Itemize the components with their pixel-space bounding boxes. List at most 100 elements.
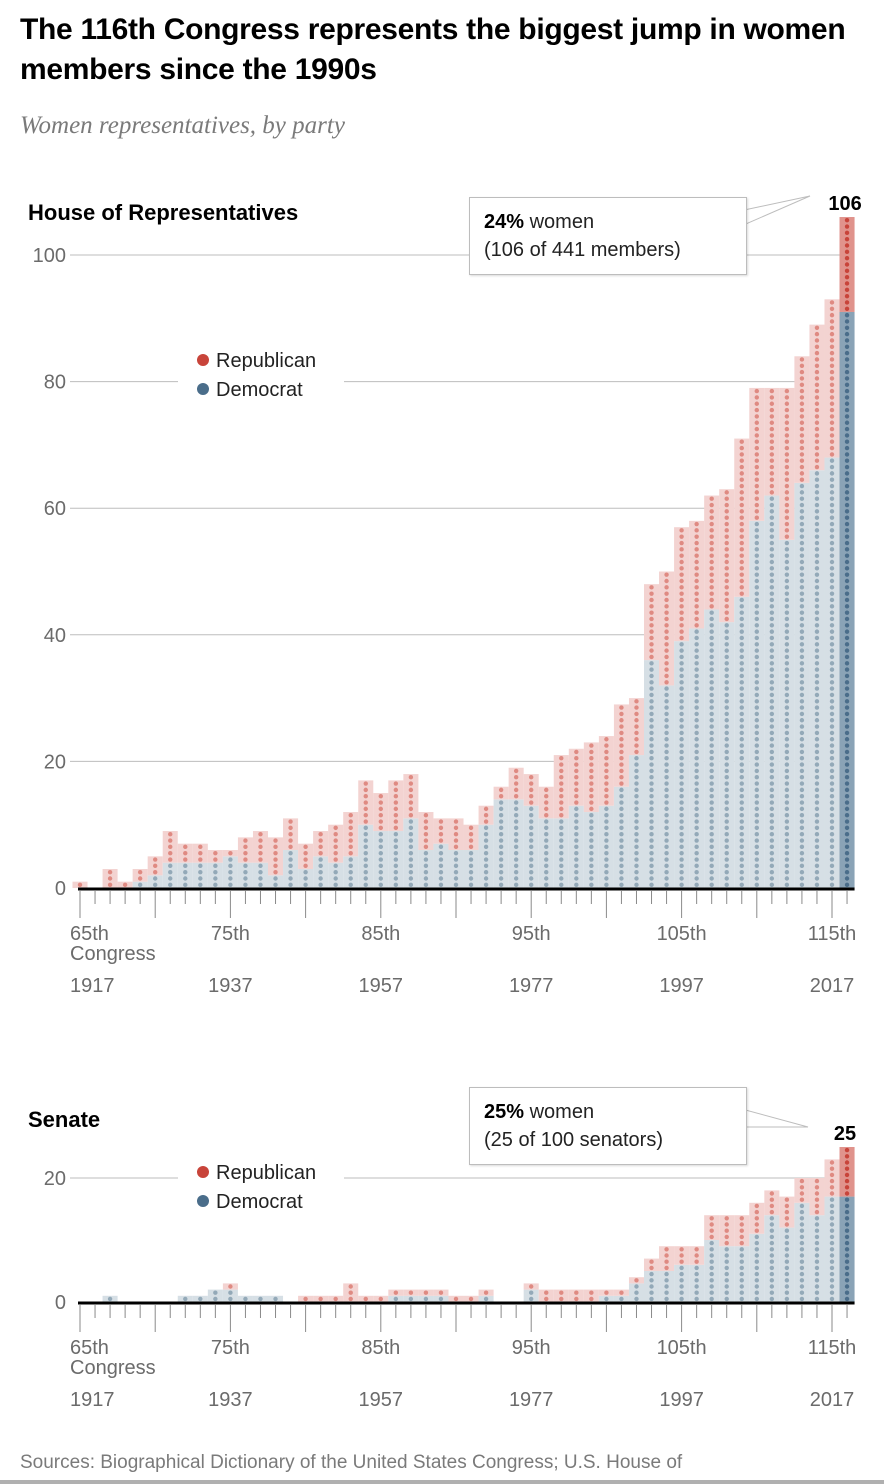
democrat-dot [664,718,669,723]
democrat-dot [378,831,383,837]
republican-dot [709,585,714,590]
republican-dot [769,426,775,432]
republican-dot [619,718,624,723]
republican-dot [483,813,489,818]
republican-bar [298,843,314,870]
democrat-dot [679,730,684,736]
republican-dot [604,800,609,805]
republican-dot [754,388,759,394]
republican-dot [348,1290,353,1295]
democrat-dot [724,1259,729,1264]
democrat-dot [724,794,729,799]
democrat-dot [769,882,775,888]
democrat-dot [829,1228,835,1233]
democrat-bar [719,622,735,888]
democrat-dot [679,724,684,729]
democrat-dot [649,775,654,780]
democrat-dot [769,838,775,843]
republican-dot [619,705,624,710]
democrat-dot [814,863,820,869]
republican-dot [604,794,609,799]
republican-dot [724,521,729,527]
democrat-dot [814,819,820,824]
democrat-dot [769,496,775,501]
republican-dot [438,819,444,824]
democrat-dot [799,528,805,533]
democrat-dot [634,838,639,843]
democrat-dot [183,882,188,888]
democrat-dot [649,806,654,812]
democrat-dot [529,1296,534,1302]
republican-dot [393,813,399,818]
republican-dot [423,1290,429,1295]
democrat-dot [724,775,729,780]
republican-dot [228,850,233,856]
democrat-dot [709,749,714,755]
republican-dot [829,433,835,438]
democrat-dot [844,376,850,381]
democrat-dot [408,1296,414,1302]
democrat-dot [393,1296,399,1302]
democrat-dot [709,629,714,634]
democrat-dot [739,1265,744,1271]
republican-dot [829,420,835,425]
democrat-dot [649,711,654,717]
republican-dot [799,401,805,406]
democrat-bar [252,862,268,888]
republican-dot [619,737,624,742]
democrat-dot [724,686,729,691]
republican-dot [844,1160,850,1165]
republican-dot [513,781,519,786]
democrat-dot [829,458,835,463]
republican-dot [198,844,203,850]
democrat-dot [198,863,203,869]
republican-dot [694,559,699,565]
democrat-dot [799,534,805,539]
x-tick-label: 85th [361,1337,400,1359]
republican-dot [468,844,474,850]
democrat-dot [709,768,714,774]
democrat-dot [198,1296,203,1302]
democrat-dot [709,642,714,647]
republican-dot [333,825,338,831]
democrat-dot [378,838,383,843]
democrat-dot [844,509,850,514]
democrat-dot [829,585,835,590]
republican-dot [694,610,699,615]
democrat-dot [799,724,805,729]
democrat-dot [844,623,850,628]
republican-dot [559,800,564,805]
republican-dot [468,1296,474,1302]
democrat-dot [814,566,820,571]
democrat-dot [544,831,549,837]
democrat-dot [829,1271,835,1277]
republican-dot [634,743,639,748]
republican-dot [739,591,744,596]
democrat-dot [769,1259,775,1264]
democrat-dot [799,1259,805,1264]
republican-bar [553,1289,569,1302]
republican-dot [814,344,820,349]
republican-bar [764,1190,780,1216]
republican-dot [423,844,429,850]
democrat-dot [559,831,564,837]
democrat-dot [814,610,820,615]
democrat-bar [222,1289,238,1302]
republican-dot [724,509,729,514]
democrat-dot [709,1290,714,1295]
democrat-dot [784,749,790,755]
democrat-dot [724,635,729,641]
republican-dot [273,838,278,843]
republican-dot [754,1216,759,1221]
republican-dot [258,850,263,856]
republican-dot [333,844,338,850]
democrat-dot [619,794,624,799]
republican-dot [709,509,714,514]
democrat-dot [814,699,820,704]
democrat-dot [709,1247,714,1252]
democrat-dot [799,521,805,527]
democrat-dot [769,635,775,641]
democrat-dot [844,616,850,622]
democrat-dot [724,1247,729,1252]
democrat-dot [724,762,729,767]
